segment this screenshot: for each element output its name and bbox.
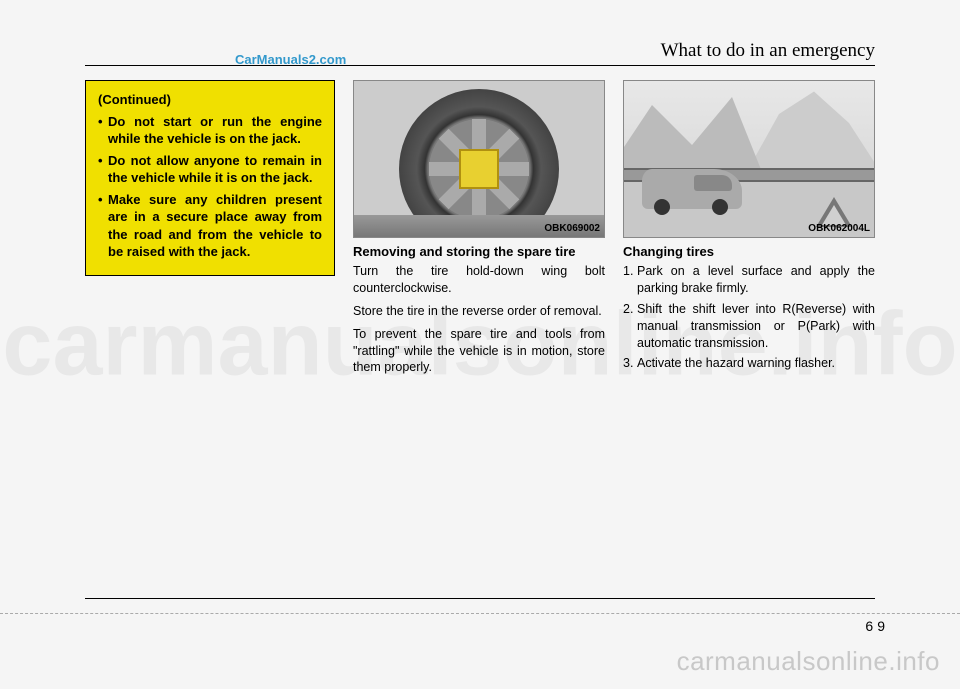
figure-spare-tire: OBK069002 — [353, 80, 605, 238]
body-para: To prevent the spare tire and tools from… — [353, 326, 605, 377]
subheading-spare-tire: Removing and storing the spare tire — [353, 244, 605, 259]
warning-item: Do not start or run the engine while the… — [98, 113, 322, 148]
figure-code: OBK069002 — [544, 223, 600, 234]
car-icon — [642, 169, 742, 209]
footer-watermark: carmanualsonline.info — [677, 646, 940, 677]
warning-item: Do not allow anyone to remain in the veh… — [98, 152, 322, 187]
figure-road-scene: OBK062004L — [623, 80, 875, 238]
warning-box: (Continued) Do not start or run the engi… — [85, 80, 335, 276]
chapter-title: What to do in an emergency — [661, 40, 875, 62]
figure-code: OBK062004L — [808, 223, 870, 234]
body-para: Turn the tire hold-down wing bolt counte… — [353, 263, 605, 297]
subheading-changing-tires: Changing tires — [623, 244, 875, 259]
header-rule: What to do in an emergency — [85, 40, 875, 66]
step-item: 2.Shift the shift lever into R(Reverse) … — [623, 301, 875, 352]
footer-rule — [85, 598, 875, 599]
page-no: 9 — [877, 618, 885, 634]
column-1: (Continued) Do not start or run the engi… — [85, 80, 335, 382]
column-2: OBK069002 Removing and storing the spare… — [353, 80, 605, 382]
step-item: 3.Activate the hazard warning flasher. — [623, 355, 875, 372]
cut-line — [0, 613, 960, 614]
body-para: Store the tire in the reverse order of r… — [353, 303, 605, 320]
step-item: 1.Park on a level surface and apply the … — [623, 263, 875, 297]
wing-bolt-icon — [459, 149, 499, 189]
section-number: 6 — [865, 618, 877, 634]
warning-item: Make sure any children present are in a … — [98, 191, 322, 261]
column-3: OBK062004L Changing tires 1.Park on a le… — [623, 80, 875, 382]
page-number: 69 — [865, 618, 885, 634]
page-content: What to do in an emergency (Continued) D… — [85, 40, 875, 600]
steps-list: 1.Park on a level surface and apply the … — [623, 263, 875, 372]
site-link[interactable]: CarManuals2.com — [235, 52, 346, 67]
warning-heading: (Continued) — [98, 91, 322, 109]
